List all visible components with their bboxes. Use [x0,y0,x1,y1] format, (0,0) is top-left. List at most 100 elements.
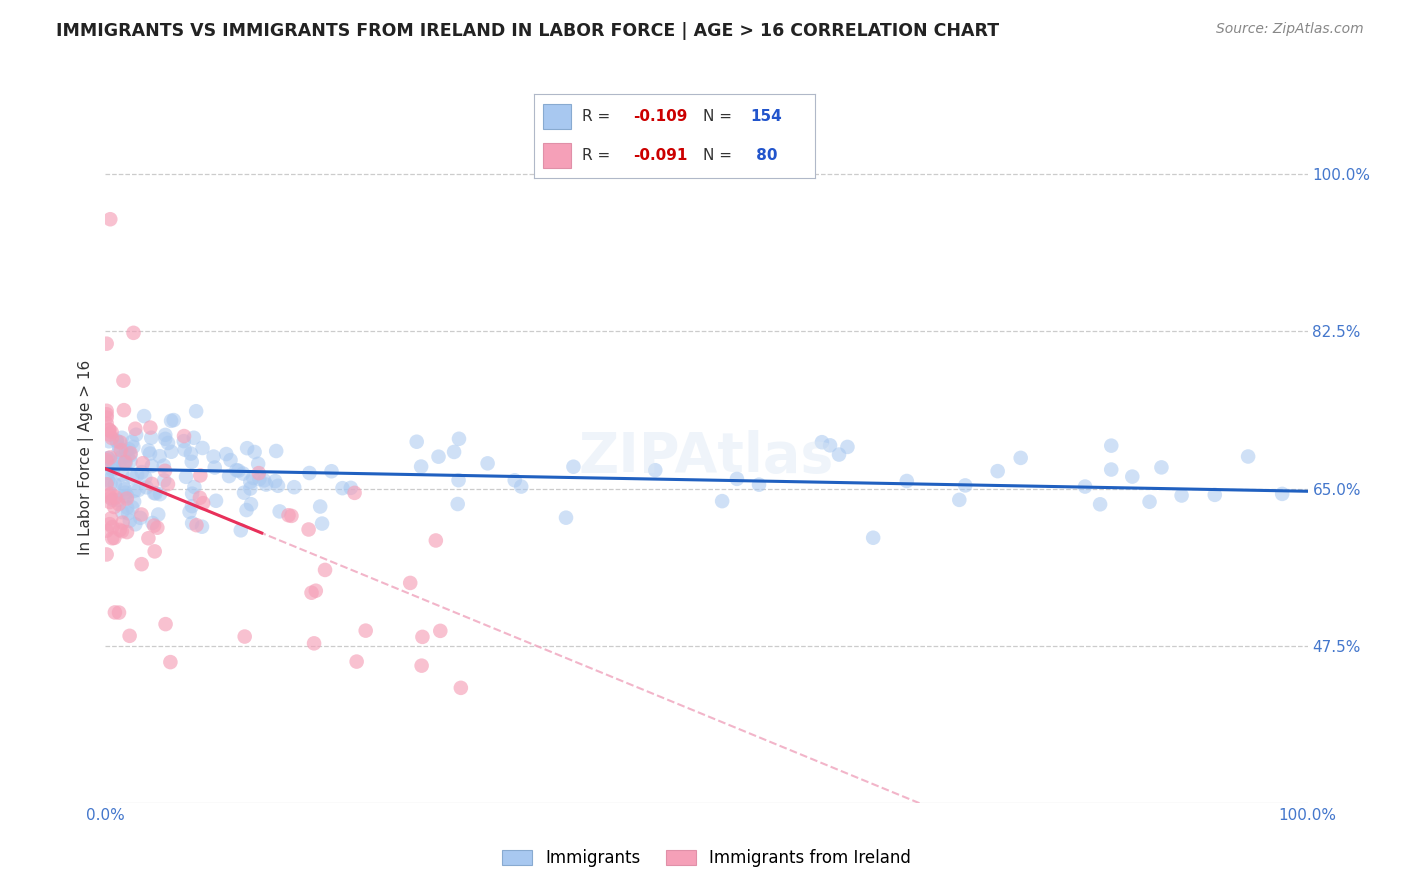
Point [96,417,118,431]
Point [332,481,354,495]
Point [104,606,127,620]
Point [188,491,211,505]
Point [108,606,131,620]
Point [97,456,120,470]
Point [103,531,125,545]
Point [148,508,170,522]
Point [302,636,325,650]
Point [191,496,214,510]
Point [141,431,163,445]
Point [232,467,254,481]
Point [115,524,138,539]
Point [948,492,970,507]
Point [155,428,177,442]
Point [120,446,142,460]
Text: 154: 154 [751,109,783,124]
Point [399,576,422,591]
Point [183,480,205,494]
Point [98,450,121,465]
Point [98,423,121,437]
Point [156,436,179,450]
Point [98,488,121,502]
Point [97,434,120,449]
Point [339,481,361,495]
Point [314,563,336,577]
Point [118,629,141,643]
Point [267,479,290,493]
Point [110,453,132,467]
Point [100,486,122,500]
Point [181,516,204,530]
Point [202,450,225,464]
Point [141,458,163,473]
Point [108,523,131,537]
Point [153,458,176,473]
Point [110,435,132,450]
Point [131,508,153,522]
Text: 80: 80 [751,148,778,163]
Point [129,511,152,525]
Point [131,465,153,479]
Point [138,443,160,458]
Point [122,326,145,340]
Point [110,450,132,465]
Point [205,493,228,508]
Point [955,478,977,492]
Point [153,473,176,487]
Point [97,451,120,466]
Point [181,499,204,513]
Point [298,466,321,480]
Point [160,444,183,458]
Point [112,403,135,417]
Point [309,500,332,514]
Point [1170,489,1192,503]
Point [229,524,252,538]
Point [96,524,118,538]
Point [141,476,163,491]
Point [115,489,138,503]
Point [128,483,150,497]
Point [156,477,179,491]
Point [837,440,859,454]
Point [100,511,122,525]
Point [346,655,368,669]
Point [112,374,135,388]
Point [139,420,162,434]
Point [121,470,143,484]
Point [447,473,470,487]
Point [183,431,205,445]
Point [143,544,166,558]
Point [447,497,470,511]
Point [191,519,214,533]
FancyBboxPatch shape [543,143,571,169]
Text: R =: R = [582,109,610,124]
Point [896,474,918,488]
Point [1150,460,1173,475]
Point [173,429,195,443]
Point [107,493,129,508]
Point [127,468,149,483]
Point [101,492,124,507]
Point [269,504,291,518]
Point [103,459,125,474]
Point [98,517,121,532]
Point [141,516,163,530]
Point [987,464,1010,478]
Point [146,521,169,535]
Point [114,489,136,503]
Point [219,453,242,467]
Point [447,432,470,446]
Point [828,448,851,462]
Point [725,472,748,486]
Point [562,459,585,474]
Point [186,404,208,418]
Point [477,456,499,470]
Point [159,655,181,669]
Point [1074,479,1097,493]
Point [96,404,118,418]
Point [180,447,202,461]
Point [111,516,134,530]
Point [239,475,262,489]
Point [233,630,256,644]
Point [98,212,121,227]
